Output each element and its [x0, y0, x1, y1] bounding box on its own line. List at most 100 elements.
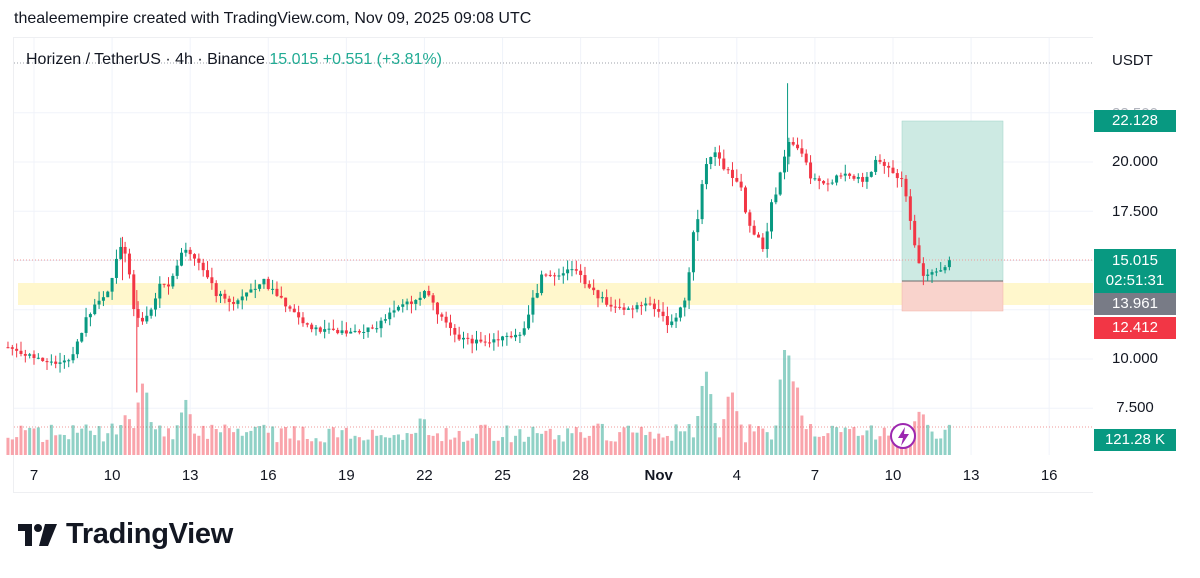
x-tick-label: 19 — [338, 467, 355, 484]
candle-body — [353, 330, 357, 332]
candle-body — [613, 306, 617, 308]
volume-bar — [114, 434, 118, 455]
tradingview-logo[interactable]: TradingView — [18, 518, 233, 551]
volume-bar — [206, 438, 210, 455]
volume-bar — [800, 415, 804, 455]
volume-bar — [23, 430, 27, 455]
volume-bar — [717, 437, 721, 455]
candle-body — [19, 350, 23, 354]
candle-body — [635, 305, 639, 310]
volume-bar — [383, 437, 387, 455]
candle-body — [501, 336, 505, 341]
candle-body — [388, 312, 392, 320]
volume-bar — [813, 436, 817, 455]
volume-bar — [405, 433, 409, 455]
candle-body — [804, 153, 808, 163]
candle-body — [691, 232, 695, 273]
volume-bar — [435, 433, 439, 455]
volume-bar — [54, 435, 58, 455]
candle-body — [470, 338, 474, 344]
candle-body — [761, 237, 765, 250]
x-tick-label: 7 — [811, 467, 819, 484]
candle-body — [418, 297, 422, 301]
currency-label[interactable]: USDT — [1112, 52, 1153, 69]
stop-zone — [901, 280, 1004, 312]
candle-body — [6, 347, 10, 349]
entry-price-label: 13.961 — [1094, 293, 1176, 315]
candle-body — [817, 178, 821, 182]
volume-bar — [540, 433, 544, 455]
volume-bar — [184, 399, 188, 455]
chart-area[interactable] — [13, 37, 1093, 493]
volume-bar — [136, 402, 140, 455]
candle-body — [466, 337, 470, 339]
symbol-legend[interactable]: Horizen / TetherUS · 4h · Binance 15.015… — [26, 51, 442, 69]
volume-bar — [830, 425, 834, 455]
volume-bar — [288, 438, 292, 455]
volume-bar — [75, 432, 79, 455]
volume-bar — [531, 426, 535, 455]
volume-bar — [635, 432, 639, 455]
candle-body — [678, 307, 682, 318]
volume-bar — [553, 439, 557, 455]
candle-body — [717, 152, 721, 159]
candle-body — [496, 339, 500, 341]
candle-body — [917, 245, 921, 264]
candle-body — [809, 162, 813, 179]
volume-bar — [869, 425, 873, 455]
candle-body — [10, 347, 14, 349]
volume-bar — [583, 437, 587, 455]
volume-bar — [197, 435, 201, 455]
volume-bar — [882, 427, 886, 455]
candle-body — [114, 258, 118, 278]
candle-body — [947, 260, 951, 268]
volume-bar — [861, 435, 865, 455]
volume-bar — [193, 433, 197, 455]
volume-bar — [557, 435, 561, 455]
candle-body — [32, 354, 36, 359]
candle-body — [97, 300, 101, 305]
volume-bar — [752, 431, 756, 455]
candles — [6, 83, 951, 393]
candle-body — [427, 290, 431, 296]
volume-bar — [292, 426, 296, 455]
candle-body — [561, 273, 565, 276]
volume-bar — [700, 385, 704, 455]
candle-body — [440, 314, 444, 317]
x-tick-label: 4 — [733, 467, 741, 484]
volume-bar — [318, 441, 322, 455]
stop-price-label: 12.412 — [1094, 317, 1176, 339]
candle-body — [305, 323, 309, 325]
volume-bar — [448, 439, 452, 455]
candle-body — [618, 306, 622, 308]
volume-bar — [891, 437, 895, 455]
volume-bar — [687, 424, 691, 455]
candle-body — [414, 300, 418, 304]
volume-bar — [431, 435, 435, 455]
candle-body — [401, 304, 405, 307]
volume-bar — [323, 442, 327, 455]
volume-bar — [518, 429, 522, 455]
candle-body — [639, 305, 643, 307]
candle-body — [232, 302, 236, 304]
candle-body — [661, 311, 665, 317]
candle-body — [327, 328, 331, 330]
candle-body — [644, 303, 648, 306]
volume-bar — [388, 437, 392, 455]
candle-body — [934, 271, 938, 273]
candle-body — [826, 183, 830, 185]
volume-bar — [791, 381, 795, 455]
candle-body — [505, 335, 509, 337]
volume-bar — [314, 438, 318, 455]
candle-body — [531, 297, 535, 315]
volume-bar — [765, 432, 769, 455]
volume-bar — [166, 428, 170, 455]
candle-body — [84, 317, 88, 333]
candle-body — [605, 297, 609, 305]
volume-bar — [219, 432, 223, 455]
volume-bar — [839, 432, 843, 455]
volume-bar — [223, 424, 227, 455]
volume-bar — [162, 436, 166, 455]
volume-bar — [917, 411, 921, 455]
